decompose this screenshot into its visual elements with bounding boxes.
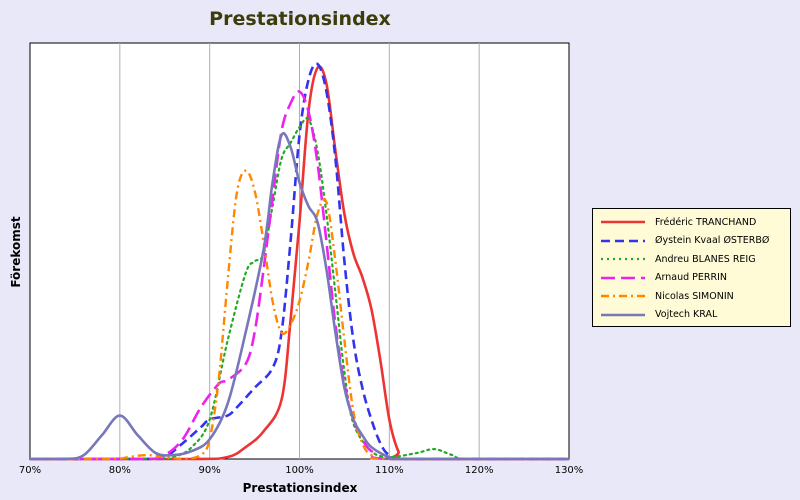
chart-title: Prestationsindex <box>209 8 391 30</box>
legend-label: Nicolas SIMONIN <box>655 290 734 302</box>
series-line-1 <box>30 65 569 461</box>
legend-label: Andreu BLANES REIG <box>655 253 756 265</box>
grid-lines <box>119 43 480 459</box>
x-tick-labels: 70% 80% 90% 100% 110% 120% 130% <box>19 465 583 476</box>
legend-label: Øystein Kvaal ØSTERBØ <box>655 235 770 247</box>
legend-label: Vojtech KRAL <box>655 309 718 321</box>
legend-item: Øystein Kvaal ØSTERBØ <box>599 232 784 251</box>
x-tick-label: 70% <box>19 465 41 476</box>
legend-swatch <box>601 295 645 298</box>
series-line-5 <box>30 169 569 461</box>
legend: Frédéric TRANCHAND Øystein Kvaal ØSTERBØ A… <box>592 208 791 327</box>
series-line-3 <box>28 117 571 461</box>
legend-item: Andreu BLANES REIG <box>599 250 784 269</box>
legend-label: Arnaud PERRIN <box>655 272 727 284</box>
legend-swatch <box>601 220 645 224</box>
series-line-6 <box>30 132 569 461</box>
x-tick-label: 110% <box>375 465 404 476</box>
series-lines <box>28 62 571 461</box>
x-tick-label: 120% <box>465 465 494 476</box>
legend-swatch <box>601 313 645 317</box>
legend-item: Arnaud PERRIN <box>599 269 784 288</box>
legend-swatch <box>601 258 645 261</box>
x-tick-label: 100% <box>285 465 314 476</box>
legend-item: Vojtech KRAL <box>599 306 784 325</box>
legend-swatch <box>601 239 645 243</box>
legend-item: Frédéric TRANCHAND <box>599 213 784 232</box>
x-tick-label: 80% <box>109 465 131 476</box>
x-tick-label: 90% <box>199 465 221 476</box>
series-line-2 <box>30 62 569 461</box>
x-tick-label: 130% <box>555 465 584 476</box>
legend-item: Nicolas SIMONIN <box>599 287 784 306</box>
legend-swatch <box>601 276 645 280</box>
legend-label: Frédéric TRANCHAND <box>655 216 757 228</box>
x-axis-label: Prestationsindex <box>242 481 358 495</box>
